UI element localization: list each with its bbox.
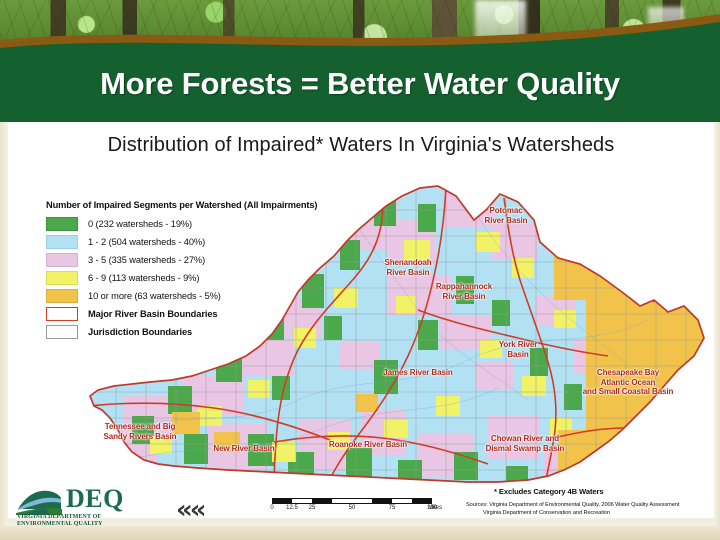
map-legend: Number of Impaired Segments per Watershe… (46, 200, 376, 341)
page-border-right (714, 122, 720, 540)
legend-swatch-jurisdiction (46, 324, 78, 339)
legend-item-1-2[interactable]: 1 - 2 (504 watersheds - 40%) (46, 233, 376, 250)
legend-item-3-5[interactable]: 3 - 5 (335 watersheds - 27%) (46, 251, 376, 268)
page-title: More Forests = Better Water Quality (100, 66, 620, 101)
scale-unit-label: Miles (427, 505, 443, 511)
scale-tick-75: 75 (388, 505, 396, 511)
legend-swatch-10-plus (46, 288, 78, 303)
map-notes: * Excludes Category 4B Waters Sources: V… (466, 487, 712, 517)
legend-swatch-major-river-basin (46, 306, 78, 321)
map-scale-bar: 0 12.5 25 50 75 100 Miles (270, 498, 444, 515)
page-border-bottom (0, 526, 720, 540)
scale-bar-ticks: 0 12.5 25 50 75 100 Miles (270, 505, 443, 515)
legend-item-0[interactable]: 0 (232 watersheds - 19%) (46, 215, 376, 232)
legend-label-3-5: 3 - 5 (335 watersheds - 27%) (88, 254, 206, 265)
legend-label-1-2: 1 - 2 (504 watersheds - 40%) (88, 236, 206, 247)
scale-tick-12-5: 12.5 (286, 505, 298, 511)
deq-mountain-icon (16, 489, 62, 515)
legend-item-jurisdiction[interactable]: Jurisdiction Boundaries (46, 323, 376, 340)
map-sheet: Distribution of Impaired* Waters In Virg… (8, 122, 714, 518)
sources-line-1: Virginia Department of Environmental Qua… (489, 502, 680, 508)
legend-title: Number of Impaired Segments per Watershe… (46, 200, 318, 210)
sources-label: Sources: (466, 502, 488, 508)
scale-tick-0: 0 (270, 505, 274, 511)
legend-label-jurisdiction: Jurisdiction Boundaries (88, 326, 193, 337)
legend-label-6-9: 6 - 9 (113 watersheds - 9%) (88, 272, 200, 283)
legend-item-major-river-basin[interactable]: Major River Basin Boundaries (46, 305, 376, 322)
scale-bar-graphic (272, 498, 432, 504)
title-banner: More Forests = Better Water Quality (0, 0, 720, 122)
excludes-footnote: * Excludes Category 4B Waters (494, 487, 604, 496)
green-banner-curve (0, 22, 720, 122)
sources-block: Sources: Virginia Department of Environm… (466, 502, 712, 517)
back-navigation-icon[interactable]: «« (176, 495, 207, 525)
scale-tick-25: 25 (308, 505, 316, 511)
deq-acronym: DEQ (66, 484, 124, 513)
deq-subtitle-line1: VIRGINIA DEPARTMENT OF (17, 514, 102, 520)
legend-swatch-3-5 (46, 252, 78, 267)
virginia-watershed-map[interactable]: Potomac River Basin Shenandoah River Bas… (88, 180, 708, 490)
legend-label-10-plus: 10 or more (63 watersheds - 5%) (88, 290, 221, 301)
page-border-left (0, 122, 8, 540)
legend-swatch-0 (46, 216, 78, 231)
legend-label-major-river-basin: Major River Basin Boundaries (88, 308, 218, 319)
scale-tick-50: 50 (348, 505, 356, 511)
deq-subtitle-line2: ENVIRONMENTAL QUALITY (17, 521, 103, 528)
map-svg (88, 185, 705, 483)
legend-item-10-plus[interactable]: 10 or more (63 watersheds - 5%) (46, 287, 376, 304)
deq-subtitle: VIRGINIA DEPARTMENT OF ENVIRONMENTAL QUA… (17, 514, 103, 528)
legend-label-0: 0 (232 watersheds - 19%) (88, 218, 193, 229)
legend-item-6-9[interactable]: 6 - 9 (113 watersheds - 9%) (46, 269, 376, 286)
legend-swatch-6-9 (46, 270, 78, 285)
sources-line-2: Virginia Department of Conservation and … (483, 509, 611, 516)
map-title: Distribution of Impaired* Waters In Virg… (107, 134, 615, 156)
legend-swatch-1-2 (46, 234, 78, 249)
scale-tick-100: 100 (426, 505, 438, 511)
deq-logo[interactable]: DEQ VIRGINIA DEPARTMENT OF ENVIRONMENTAL… (16, 484, 136, 531)
